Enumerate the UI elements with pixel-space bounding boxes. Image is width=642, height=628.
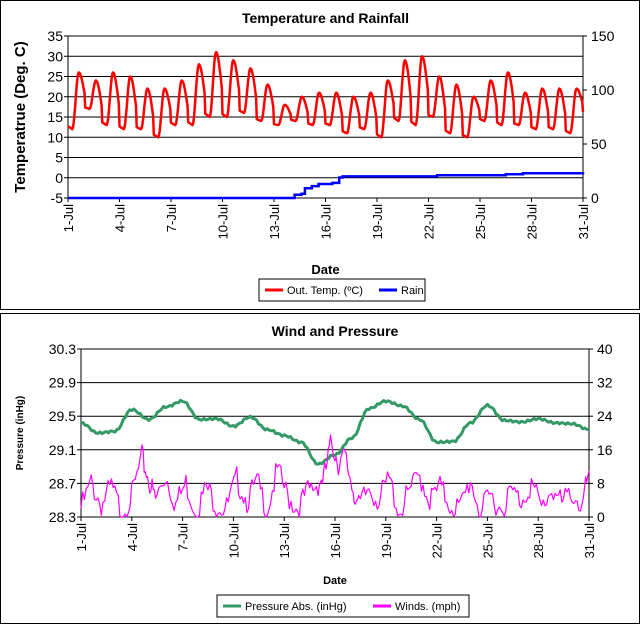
y-tick-label: 20	[47, 89, 63, 105]
legend-label: Out. Temp. (ºC)	[287, 285, 363, 297]
y-tick-label: 5	[55, 150, 63, 166]
x-axis-label: Date	[323, 575, 347, 587]
legend-box	[216, 594, 470, 618]
chart-title: Temperature and Rainfall	[242, 10, 409, 26]
x-tick-label: 4-Jul	[113, 204, 128, 232]
y-tick-label: 29.5	[49, 408, 76, 424]
x-tick-label: 28-Jul	[531, 523, 546, 559]
y-tick-label: 28.7	[49, 475, 76, 491]
y2-tick-label: 40	[597, 341, 613, 357]
y-tick-label: 29.9	[49, 375, 76, 391]
pressure-series-line	[80, 398, 590, 466]
y-tick-label: 10	[47, 129, 63, 145]
y2-tick-label: 8	[597, 475, 605, 491]
x-tick-label: 1-Jul	[74, 523, 89, 551]
y2-tick-label: 50	[591, 136, 607, 152]
x-tick-label: 16-Jul	[328, 523, 343, 559]
y-tick-label: 35	[47, 28, 63, 44]
legend: Out. Temp. (ºC) Rain	[258, 278, 426, 302]
x-axis-label: Date	[311, 262, 339, 277]
wind-pressure-panel: Wind and Pressure 28.3 28.7 29.1 29.5 29.9 30.…	[0, 313, 640, 624]
temperature-series-line	[67, 50, 585, 139]
x-tick-label: 22-Jul	[422, 204, 437, 240]
temperature-rainfall-chart: Temperature and Rainfall -5 0 5 10 15 20 25 30 35…	[12, 10, 615, 302]
y-tick-label: 28.3	[49, 509, 76, 525]
rain-series-line	[68, 171, 585, 200]
x-tick-label: 10-Jul	[216, 204, 231, 240]
x-tick-label: 7-Jul	[176, 523, 191, 551]
y2-tick-label: 32	[597, 375, 613, 391]
y-tick-label: -5	[51, 190, 64, 206]
x-tick-label: 13-Jul	[277, 523, 292, 559]
y2-tick-label: 0	[591, 190, 599, 206]
legend: Pressure Abs. (inHg) Winds. (mph)	[216, 594, 470, 618]
x-tick-label: 1-Jul	[61, 204, 76, 232]
y2-tick-label: 100	[591, 82, 615, 98]
x-tick-label: 25-Jul	[473, 204, 488, 240]
legend-label: Winds. (mph)	[395, 601, 460, 613]
y-tick-label: 15	[47, 109, 63, 125]
y-tick-label: 30	[47, 48, 63, 64]
y-tick-label: 29.1	[49, 442, 76, 458]
y2-tick-label: 24	[597, 408, 613, 424]
y-axis-label: Temperatrue (Deg. C)	[12, 41, 29, 192]
y-tick-label: 0	[55, 170, 63, 186]
y2-tick-label: 150	[591, 28, 615, 44]
x-tick-label: 19-Jul	[370, 204, 385, 240]
x-tick-label: 31-Jul	[582, 523, 597, 559]
x-tick-label: 28-Jul	[525, 204, 540, 240]
x-tick-label: 31-Jul	[576, 204, 591, 240]
x-tick-label: 4-Jul	[125, 523, 140, 551]
y2-tick-label: 0	[597, 509, 605, 525]
x-tick-label: 25-Jul	[480, 523, 495, 559]
chart-title: Wind and Pressure	[272, 323, 399, 339]
x-tick-label: 7-Jul	[164, 204, 179, 232]
x-tick-label: 22-Jul	[430, 523, 445, 559]
wind-series-line	[80, 434, 590, 518]
legend-label: Pressure Abs. (inHg)	[245, 601, 346, 613]
legend-box	[258, 278, 426, 302]
y-axis-label: Pressure (inHg)	[15, 396, 26, 470]
wind-pressure-chart: Wind and Pressure 28.3 28.7 29.1 29.5 29.9 30.…	[15, 323, 613, 618]
x-tick-label: 10-Jul	[226, 523, 241, 559]
x-tick-label: 19-Jul	[379, 523, 394, 559]
x-tick-label: 13-Jul	[267, 204, 282, 240]
y2-tick-label: 16	[597, 442, 613, 458]
x-tick-label: 16-Jul	[319, 204, 334, 240]
legend-label: Rain	[401, 285, 424, 297]
y-tick-label: 25	[47, 69, 63, 85]
temperature-rainfall-panel: Temperature and Rainfall -5 0 5 10 15 20 25 30 35…	[0, 0, 640, 310]
y-tick-label: 30.3	[49, 341, 76, 357]
